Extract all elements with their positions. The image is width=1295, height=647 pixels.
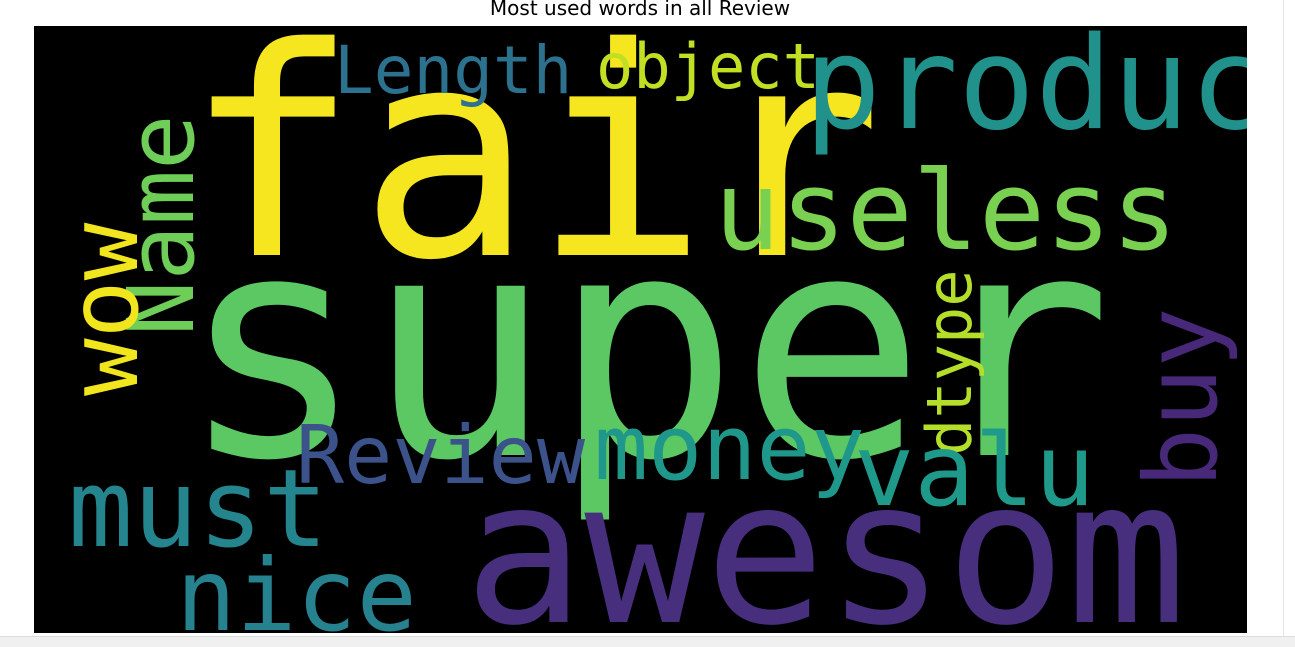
word-length: Length bbox=[334, 32, 573, 109]
word-buy: buy bbox=[1123, 307, 1240, 488]
word-fair: fair bbox=[184, 26, 883, 324]
word-wow: wow bbox=[48, 222, 160, 396]
word-nice: nice bbox=[176, 537, 417, 634]
scroll-divider bbox=[1283, 0, 1284, 636]
word-useless: useless bbox=[714, 147, 1178, 275]
word-cloud: fair super awesom product useless Length… bbox=[34, 26, 1247, 633]
word-valu: valu bbox=[854, 412, 1095, 529]
word-object: object bbox=[596, 30, 820, 103]
word-review: Review bbox=[296, 409, 585, 502]
word-must: must bbox=[68, 447, 329, 572]
word-money: money bbox=[594, 396, 865, 501]
horizontal-scrollbar[interactable] bbox=[0, 636, 1295, 647]
word-super: super bbox=[179, 168, 1113, 529]
figure-title: Most used words in all Review bbox=[489, 0, 791, 20]
word-product: product bbox=[804, 26, 1247, 159]
word-awesom: awesom bbox=[464, 437, 1187, 634]
